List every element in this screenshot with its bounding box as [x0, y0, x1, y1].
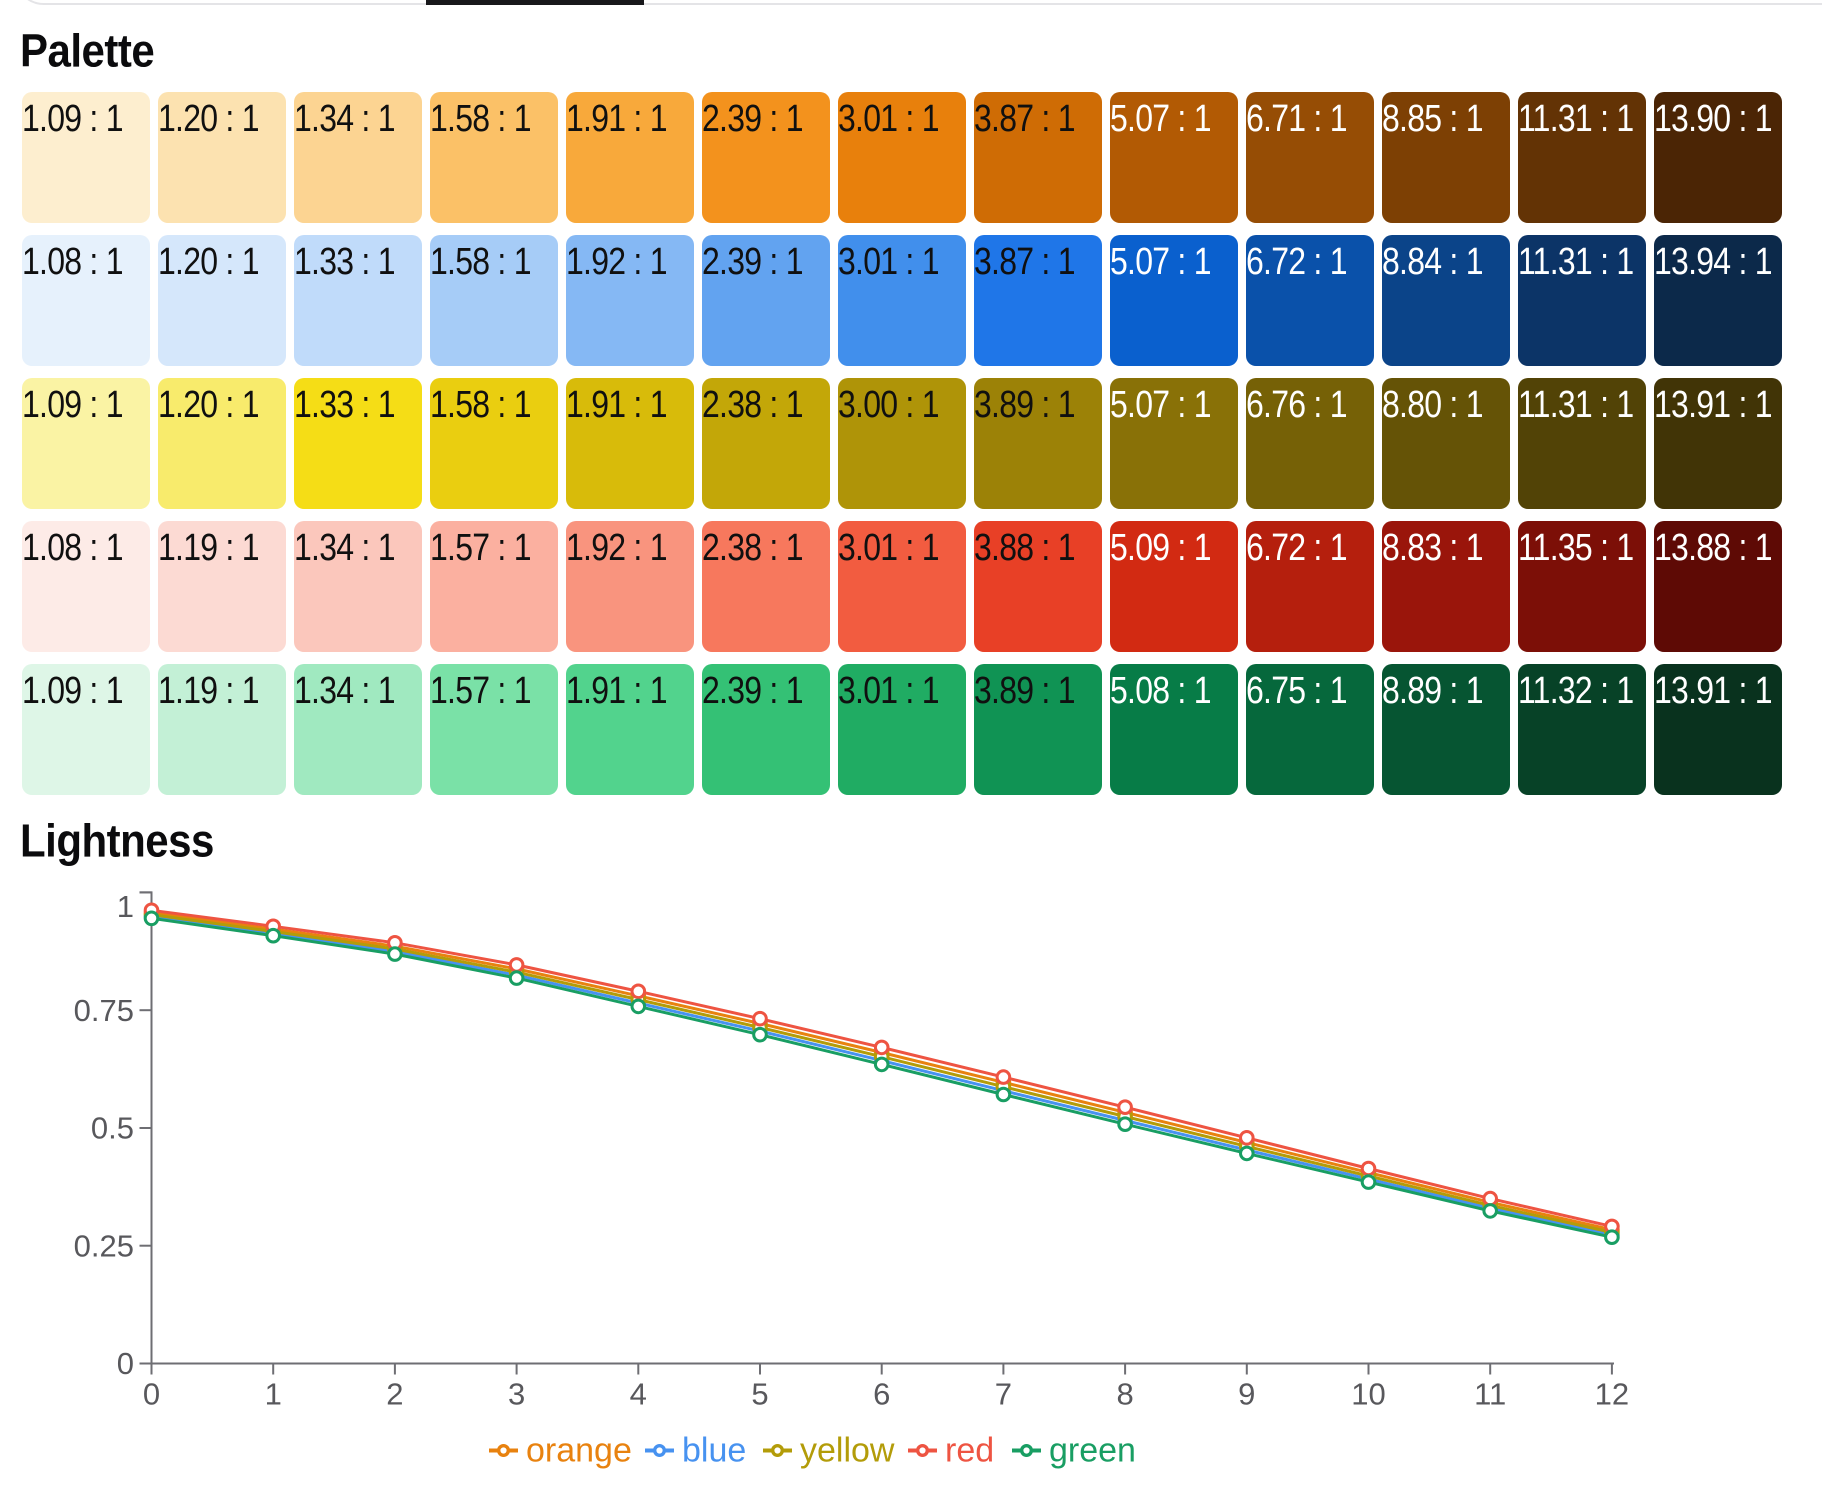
svg-text:green: green — [1049, 1432, 1136, 1470]
svg-text:0.75: 0.75 — [74, 993, 134, 1028]
svg-text:7: 7 — [995, 1377, 1012, 1412]
svg-text:0.25: 0.25 — [74, 1228, 134, 1263]
svg-text:1: 1 — [117, 889, 134, 924]
svg-text:2: 2 — [386, 1377, 403, 1412]
svg-text:8: 8 — [1116, 1377, 1133, 1412]
svg-text:4: 4 — [630, 1377, 647, 1412]
svg-text:0: 0 — [143, 1377, 160, 1412]
svg-text:red: red — [945, 1432, 994, 1470]
svg-text:11: 11 — [1474, 1377, 1506, 1412]
svg-text:blue: blue — [682, 1432, 746, 1470]
svg-text:5: 5 — [751, 1377, 768, 1412]
svg-text:orange: orange — [526, 1432, 632, 1470]
svg-text:1: 1 — [265, 1377, 282, 1412]
svg-text:12: 12 — [1595, 1377, 1629, 1412]
svg-text:yellow: yellow — [800, 1432, 895, 1470]
svg-text:10: 10 — [1351, 1377, 1385, 1412]
svg-text:3: 3 — [508, 1377, 525, 1412]
svg-text:0: 0 — [117, 1346, 134, 1381]
svg-text:0.5: 0.5 — [91, 1111, 134, 1146]
svg-text:6: 6 — [873, 1377, 890, 1412]
svg-text:9: 9 — [1238, 1377, 1255, 1412]
